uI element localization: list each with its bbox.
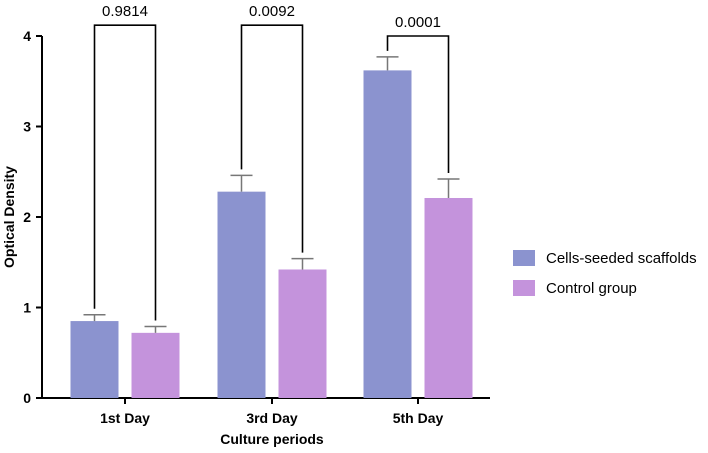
- error-bar-cells-2: [376, 56, 399, 71]
- error-bars: [83, 56, 460, 333]
- significance-brackets: 0.9814 0.0092 0.0001: [93, 3, 450, 321]
- x-ticks: 1st Day 3rd Day 5th Day: [100, 398, 443, 426]
- y-tick-label-0: 0: [23, 390, 31, 406]
- y-ticks: 0 1 2 3 4: [23, 28, 42, 406]
- error-bar-cells-1: [230, 174, 253, 192]
- bar-control-1: [278, 269, 327, 398]
- significance-bracket-1: [240, 24, 304, 253]
- error-bar-control-2: [437, 178, 460, 198]
- p-value-label-1: 0.0092: [249, 3, 295, 20]
- bar-control-2: [424, 197, 473, 398]
- x-tick-label-2: 5th Day: [393, 410, 444, 426]
- p-value-label-0: 0.9814: [102, 3, 148, 20]
- y-tick-label-4: 4: [23, 28, 31, 44]
- bar-cells-0: [70, 321, 119, 398]
- legend-label-0: Cells-seeded scaffolds: [546, 250, 697, 267]
- bar-control-0: [131, 332, 180, 398]
- y-axis-title: Optical Density: [1, 166, 17, 268]
- x-tick-label-0: 1st Day: [100, 410, 150, 426]
- bar-cells-2: [363, 70, 412, 398]
- legend-label-1: Control group: [546, 280, 637, 297]
- legend-swatch-0: [513, 250, 535, 266]
- bars: [70, 70, 473, 398]
- bar-cells-1: [217, 191, 266, 398]
- y-tick-label-3: 3: [23, 119, 31, 135]
- error-bar-control-0: [144, 325, 167, 333]
- significance-bracket-0: [93, 24, 157, 321]
- significance-bracket-2: [386, 35, 450, 173]
- y-tick-label-1: 1: [23, 300, 31, 316]
- error-bar-control-1: [291, 257, 314, 270]
- y-tick-label-2: 2: [23, 209, 31, 225]
- error-bar-cells-0: [83, 313, 106, 322]
- legend: Cells-seeded scaffolds Control group: [513, 250, 697, 297]
- x-axis-title: Culture periods: [220, 431, 324, 447]
- p-value-label-2: 0.0001: [395, 14, 441, 31]
- x-tick-label-1: 3rd Day: [246, 410, 298, 426]
- legend-swatch-1: [513, 280, 535, 296]
